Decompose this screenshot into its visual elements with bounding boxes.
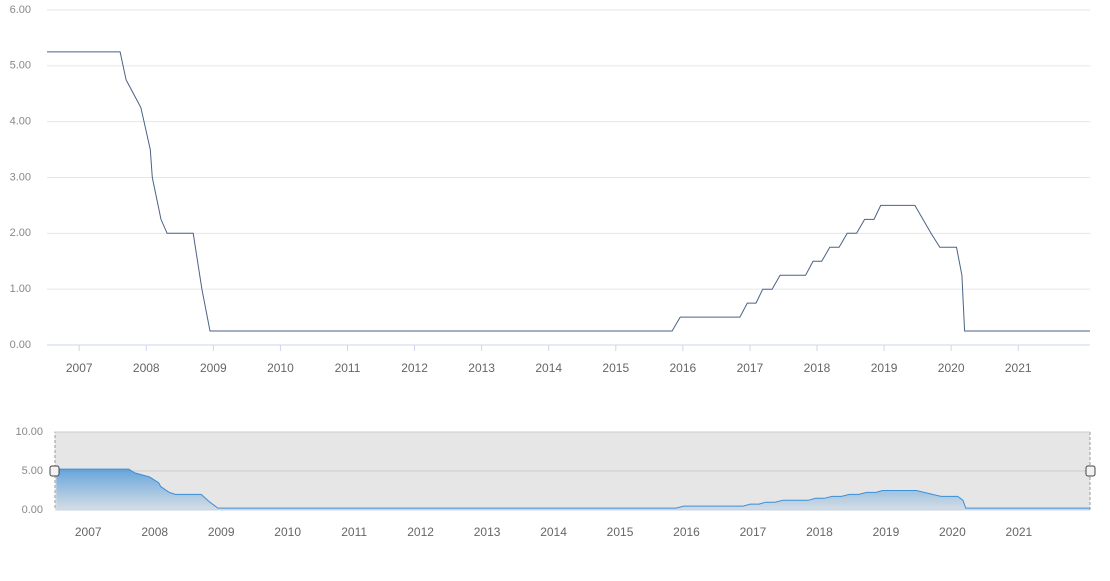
x-tick-label: 2010 <box>267 361 294 375</box>
x-tick-label: 2018 <box>806 525 833 539</box>
y-tick-label: 2.00 <box>10 227 31 239</box>
area <box>56 469 1090 510</box>
x-tick-label: 2020 <box>939 525 966 539</box>
navigator-handle[interactable] <box>1085 465 1096 477</box>
x-tick-label: 2021 <box>1005 361 1032 375</box>
x-tick-label: 2014 <box>540 525 567 539</box>
y-tick-label: 0.00 <box>10 339 31 351</box>
x-tick-label: 2015 <box>602 361 629 375</box>
x-tick-label: 2009 <box>208 525 235 539</box>
x-tick-label: 2019 <box>873 525 900 539</box>
x-tick-label: 2009 <box>200 361 227 375</box>
y-tick-label: 3.00 <box>10 171 31 183</box>
x-tick-label: 2014 <box>535 361 562 375</box>
y-tick-label: 10.00 <box>15 426 43 438</box>
x-tick-label: 2013 <box>474 525 501 539</box>
area-line <box>56 468 1090 509</box>
x-tick-label: 2010 <box>274 525 301 539</box>
x-tick-label: 2011 <box>341 525 367 539</box>
x-tick-label: 2016 <box>673 525 700 539</box>
x-tick-label: 2012 <box>401 361 428 375</box>
x-tick-label: 2018 <box>804 361 831 375</box>
line <box>47 51 1090 332</box>
x-tick-label: 2021 <box>1006 525 1033 539</box>
x-tick-label: 2011 <box>335 361 361 375</box>
y-tick-label: 4.00 <box>10 116 31 128</box>
x-tick-label: 2007 <box>66 361 93 375</box>
x-tick-label: 2017 <box>740 525 767 539</box>
y-tick-label: 5.00 <box>10 60 31 72</box>
y-tick-label: 1.00 <box>10 283 31 295</box>
x-tick-label: 2017 <box>737 361 764 375</box>
y-tick-label: 0.00 <box>22 504 43 516</box>
y-tick-label: 6.00 <box>10 4 31 16</box>
x-tick-label: 2020 <box>938 361 965 375</box>
y-tick-label: 5.00 <box>22 465 43 477</box>
x-tick-label: 2019 <box>871 361 898 375</box>
x-tick-label: 2007 <box>75 525 102 539</box>
x-tick-label: 2016 <box>670 361 697 375</box>
x-tick-label: 2008 <box>133 361 160 375</box>
x-tick-label: 2008 <box>141 525 168 539</box>
x-tick-label: 2013 <box>468 361 495 375</box>
x-tick-label: 2012 <box>407 525 434 539</box>
x-tick-label: 2015 <box>607 525 634 539</box>
navigator-handle[interactable] <box>49 465 60 477</box>
